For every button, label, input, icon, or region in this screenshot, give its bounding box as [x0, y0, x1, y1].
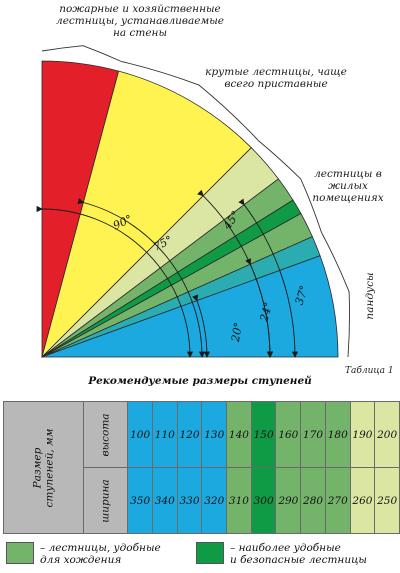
table-number: Таблица 1	[345, 366, 394, 376]
legend-text-comfortable-line-1: – лестницы, удобные	[40, 542, 161, 554]
legend-swatch-comfortable	[6, 542, 34, 564]
legend-item-comfortable: – лестницы, удобные для хождения	[6, 542, 196, 566]
legend-text-safest: – наиболее удобные и безопасные лестницы	[230, 542, 367, 566]
legend-text-safest-line-2: и безопасные лестницы	[230, 554, 367, 566]
label-steep-ladders-line-2: всего приставные	[224, 78, 328, 90]
label-residential-line-3: помещениях	[312, 192, 384, 204]
table-cell: 280	[300, 467, 326, 534]
brace-ramps	[321, 232, 350, 358]
table-cell: 160	[275, 401, 302, 468]
table-cell: 130	[201, 401, 228, 468]
label-ramps: пандусы	[364, 271, 376, 321]
table-cell: 100	[127, 401, 153, 468]
row-label-width: ширина	[99, 478, 112, 523]
table-cell: 200	[374, 401, 400, 468]
brace-steep-ladders	[121, 60, 259, 141]
label-fire-ladders: пожарные и хозяйственные лестницы, устан…	[40, 3, 240, 39]
legend-text-comfortable-line-2: для хождения	[40, 554, 122, 566]
table-cell: 260	[349, 467, 376, 534]
angle-arc-group	[36, 189, 299, 358]
table-cell: 330	[176, 467, 203, 534]
table-cell: 150	[250, 401, 277, 468]
label-residential-line-1: лестницы в	[314, 168, 382, 180]
angle-label-20: 20°	[229, 321, 245, 343]
label-ramps-text: пандусы	[364, 272, 376, 320]
label-fire-ladders-line-1: пожарные и хозяйственные	[59, 3, 221, 15]
table-cell: 340	[151, 467, 178, 534]
arc-20	[192, 294, 211, 358]
label-fire-ladders-line-2: лестницы, устанавливаемые	[56, 15, 224, 27]
table-cell: 190	[349, 401, 376, 468]
table-cell: 170	[300, 401, 326, 468]
table-cell: 180	[324, 401, 351, 468]
label-residential-line-2: жилых	[328, 180, 368, 192]
brace-fire-ladders	[41, 45, 122, 62]
table-cell: 250	[374, 467, 400, 534]
label-steep-ladders-line-1: крутые лестницы, чаще	[205, 66, 347, 78]
row-header-width: ширина	[82, 467, 129, 534]
row-group-label: Размер ступеней, мм	[31, 428, 55, 507]
legend-item-safest: – наиболее удобные и безопасные лестницы	[196, 542, 396, 566]
row-header-height: высота	[82, 401, 129, 468]
angle-label-24: 24°	[257, 301, 275, 324]
table-cell: 320	[201, 467, 228, 534]
brace-group	[41, 45, 350, 358]
table-row-width: ширина 350 340 330 320 310 300 290 280 2…	[4, 467, 400, 534]
table-cell: 300	[250, 467, 277, 534]
table-cell: 120	[176, 401, 203, 468]
table-row-height: Размер ступеней, мм высота 100 110 120 1…	[3, 401, 400, 534]
step-size-table: Размер ступеней, мм высота 100 110 120 1…	[3, 401, 400, 534]
row-group-label-line-2: ступеней, мм	[43, 428, 56, 507]
legend-text-comfortable: – лестницы, удобные для хождения	[40, 542, 161, 566]
table-title: Рекомендуемые размеры ступеней	[88, 375, 312, 387]
sector-group	[41, 60, 339, 359]
table-cell: 350	[127, 467, 153, 534]
label-residential: лестницы в жилых помещениях	[300, 168, 396, 204]
table-cell: 140	[226, 401, 252, 468]
brace-residential	[258, 140, 322, 233]
angle-label-37: 37°	[293, 284, 311, 307]
label-fire-ladders-line-3: на стены	[112, 27, 168, 39]
table-cell: 270	[324, 467, 351, 534]
table-cell: 110	[151, 401, 178, 468]
legend-text-safest-line-1: – наиболее удобные	[230, 542, 341, 554]
row-label-height: высота	[99, 412, 112, 457]
arc-37	[238, 198, 299, 358]
table-cell: 310	[226, 467, 252, 534]
arc-24	[245, 258, 274, 358]
legend-swatch-safest	[196, 542, 224, 564]
angle-fan-diagram: 90°75°45°37°24°20°	[36, 45, 350, 359]
table-cell: 290	[275, 467, 302, 534]
row-group-header: Размер ступеней, мм	[3, 401, 84, 534]
row-group-label-line-1: Размер	[31, 447, 44, 488]
label-steep-ladders: крутые лестницы, чаще всего приставные	[196, 66, 356, 90]
